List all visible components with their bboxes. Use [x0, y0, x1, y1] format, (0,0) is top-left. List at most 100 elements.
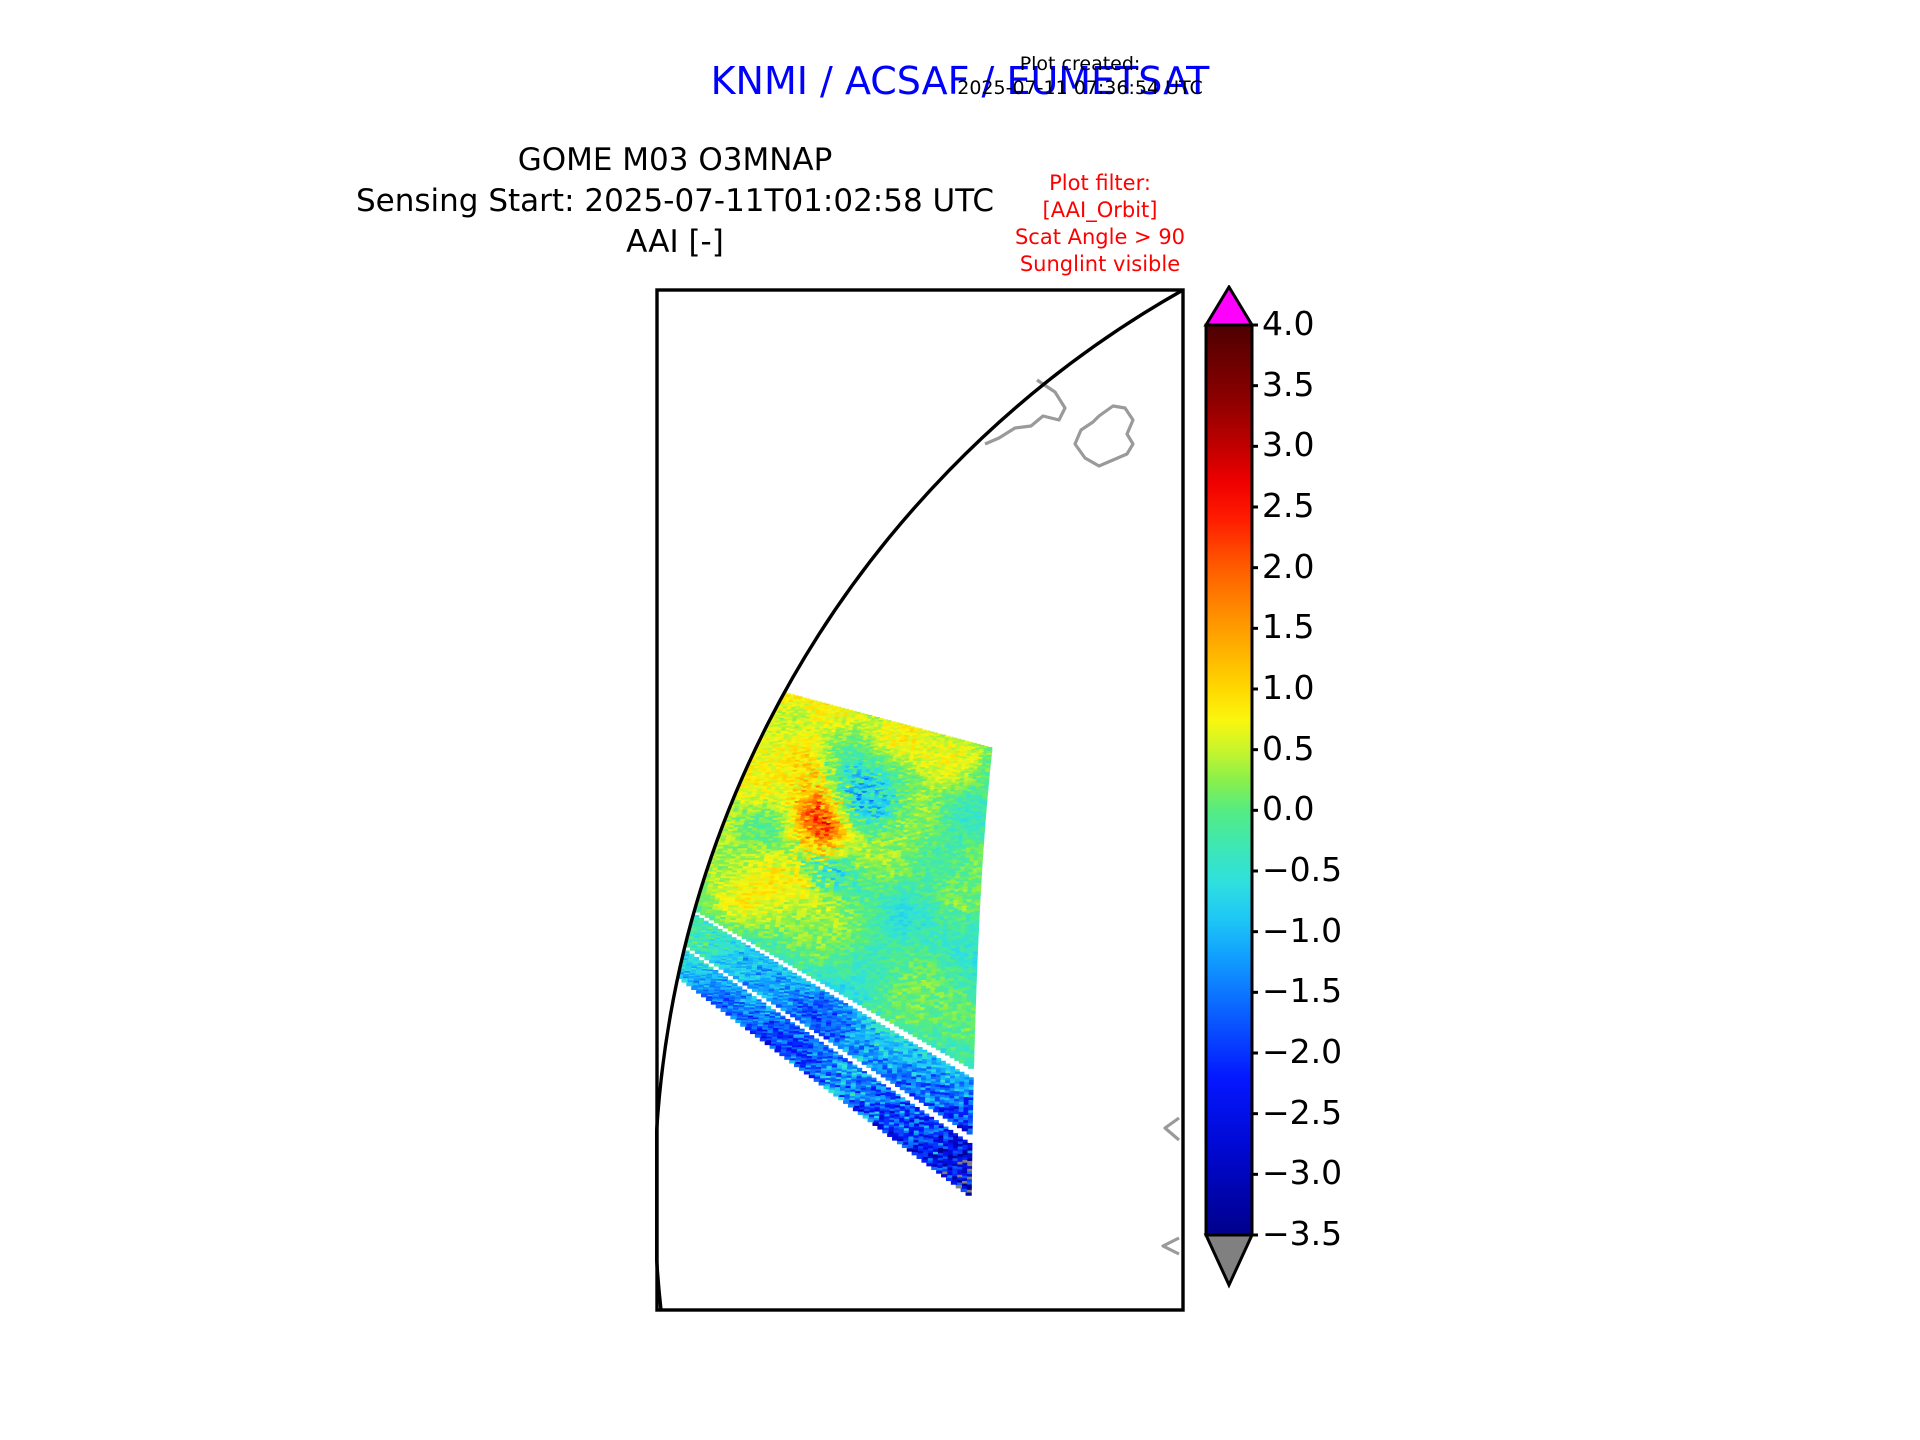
- swath-pixel: [886, 861, 892, 867]
- swath-pixel: [938, 857, 945, 862]
- swath-pixel: [864, 853, 871, 859]
- swath-pixel: [898, 866, 905, 872]
- swath-pixel: [923, 839, 929, 844]
- swath-pixel: [977, 849, 984, 854]
- swath-pixel: [892, 848, 898, 854]
- swath-pixel: [976, 869, 982, 875]
- swath-pixel: [971, 821, 977, 827]
- swath-pixel: [922, 848, 928, 854]
- swath-pixel: [929, 823, 935, 829]
- swath-pixel: [929, 821, 936, 826]
- swath-pixel: [955, 814, 961, 820]
- variable-label: AAI [-]: [626, 224, 724, 261]
- swath-pixel: [956, 855, 962, 860]
- swath-pixel: [876, 865, 883, 871]
- swath-pixel: [915, 875, 922, 880]
- swath-pixel: [885, 869, 891, 874]
- swath-pixel: [942, 866, 948, 871]
- map-svg: [655, 288, 1185, 1312]
- swath-pixel: [975, 888, 981, 894]
- swath-pixel: [958, 877, 965, 882]
- swath-pixel: [928, 828, 935, 834]
- swath-pixel: [957, 898, 963, 904]
- swath-pixel: [969, 848, 975, 854]
- swath-pixel: [892, 841, 899, 847]
- swath-pixel: [977, 856, 983, 862]
- swath-pixel: [869, 853, 875, 858]
- swath-pixel: [963, 865, 970, 871]
- swath-pixel: [966, 896, 972, 902]
- swath-pixel: [855, 860, 861, 865]
- swath-pixel: [923, 883, 930, 889]
- swath-pixel: [954, 828, 960, 834]
- swath-pixel: [963, 819, 969, 825]
- swath-pixel: [943, 853, 950, 859]
- swath-pixel: [930, 859, 936, 864]
- swath-pixel: [927, 838, 934, 843]
- swath-pixel: [946, 875, 952, 881]
- swath-pixel: [932, 876, 939, 881]
- swath-pixel: [911, 827, 918, 833]
- swath-pixel: [959, 820, 965, 826]
- swath-pixel: [912, 825, 918, 831]
- swath-pixel: [976, 872, 982, 878]
- swath-pixel: [883, 850, 889, 856]
- swath-pixel: [860, 854, 866, 860]
- swath-pixel: [977, 854, 983, 859]
- swath-pixel: [970, 900, 976, 906]
- swath-pixel: [949, 834, 955, 840]
- swath-pixel: [869, 855, 875, 861]
- swath-pixel: [980, 812, 987, 818]
- swath-pixel: [964, 857, 971, 863]
- swath-pixel: [932, 834, 938, 840]
- swath-pixel: [887, 847, 894, 852]
- swath-pixel: [901, 839, 908, 845]
- swath-pixel: [939, 849, 946, 855]
- swath-pixel: [966, 899, 972, 905]
- swath-pixel: [961, 838, 968, 844]
- swath-pixel: [918, 842, 925, 848]
- swath-pixel: [894, 831, 900, 837]
- swath-pixel: [949, 882, 956, 887]
- swath-pixel: [960, 861, 966, 867]
- swath-pixel: [954, 881, 960, 886]
- swath-pixel: [979, 824, 986, 829]
- swath-pixel: [915, 836, 921, 842]
- swath-pixel: [933, 873, 939, 879]
- swath-pixel: [873, 854, 880, 860]
- swath-pixel: [933, 865, 940, 871]
- swath-pixel: [889, 873, 895, 878]
- swath-pixel: [972, 860, 979, 866]
- swath-pixel: [945, 885, 951, 891]
- swath-pixel: [969, 843, 976, 849]
- swath-pixel: [924, 867, 931, 873]
- swath-pixel: [954, 821, 961, 827]
- swath-pixel: [907, 866, 914, 872]
- swath-pixel: [890, 860, 897, 866]
- swath-pixel: [967, 822, 973, 828]
- swath-pixel: [959, 864, 966, 869]
- swath-pixel: [912, 863, 918, 869]
- swath-pixel: [974, 896, 981, 902]
- swath-pixel: [925, 822, 931, 828]
- swath-pixel: [895, 852, 902, 858]
- swath-pixel: [980, 819, 986, 825]
- swath-pixel: [955, 867, 961, 873]
- swath-pixel: [919, 837, 925, 843]
- swath-pixel: [957, 842, 963, 848]
- swath-pixel: [940, 837, 947, 842]
- swath-pixel: [884, 836, 891, 841]
- swath-pixel: [959, 872, 965, 877]
- swath-pixel: [919, 835, 926, 841]
- swath-pixel: [970, 903, 976, 909]
- swath-pixel: [947, 862, 953, 868]
- swath-pixel: [898, 835, 904, 841]
- swath-pixel: [940, 884, 947, 890]
- swath-pixel: [929, 861, 936, 867]
- swath-pixel: [928, 879, 934, 885]
- swath-pixel: [947, 814, 953, 820]
- swath-pixel: [968, 864, 974, 870]
- swath-pixel: [890, 863, 896, 868]
- swath-pixel: [926, 855, 932, 860]
- swath-pixel: [900, 851, 906, 857]
